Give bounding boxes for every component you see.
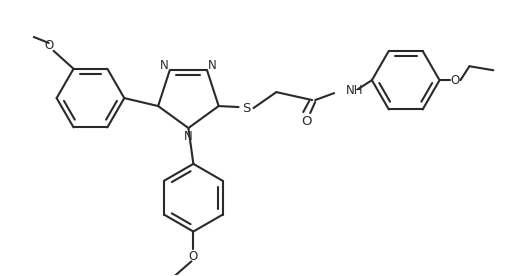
- Text: O: O: [451, 74, 460, 87]
- Text: O: O: [301, 115, 312, 128]
- Text: NH: NH: [346, 84, 364, 97]
- Text: O: O: [44, 39, 53, 52]
- Text: S: S: [242, 102, 251, 115]
- Text: N: N: [160, 59, 169, 72]
- Text: O: O: [189, 250, 198, 263]
- Text: N: N: [184, 129, 193, 142]
- Text: N: N: [208, 59, 217, 72]
